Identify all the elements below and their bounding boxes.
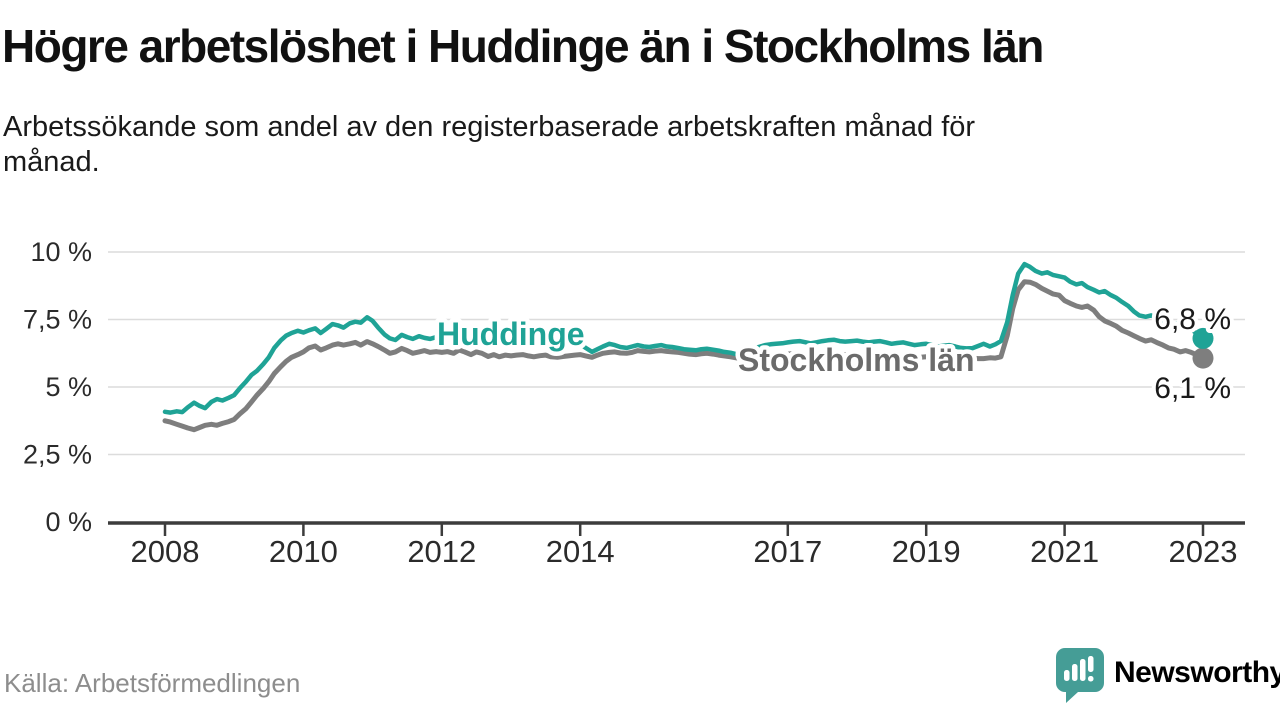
x-axis-label: 2023 bbox=[1169, 534, 1238, 569]
value-label-huddinge: 6,8 % bbox=[1154, 303, 1231, 336]
x-axis-label: 2021 bbox=[1030, 534, 1099, 569]
chart-subtitle-line1: Arbetssökande som andel av den registerb… bbox=[3, 111, 976, 143]
y-axis-label: 2,5 % bbox=[23, 440, 92, 470]
x-axis-label: 2012 bbox=[407, 534, 476, 569]
series-and-value-labels: Huddinge Stockholms län 6,8 % 6,1 % bbox=[433, 299, 1236, 409]
series-line-stockholms-lan bbox=[162, 279, 1206, 433]
y-axis-label: 5 % bbox=[45, 372, 92, 402]
y-axis-label: 7,5 % bbox=[23, 305, 92, 335]
x-axis-label: 2014 bbox=[546, 534, 615, 569]
newsworthy-logo: Newsworthy bbox=[1056, 648, 1280, 706]
series-end-dot-huddinge bbox=[1192, 327, 1214, 349]
y-axis-label: 10 % bbox=[30, 237, 92, 267]
value-label-stockholms-lan: 6,1 % bbox=[1154, 372, 1231, 405]
x-axis-label: 2017 bbox=[753, 534, 822, 569]
axis-labels: 0 % 2,5 % 5 % 7,5 % 10 % 2008 2010 2012 2014 2017… bbox=[23, 237, 1238, 569]
series-label-huddinge: Huddinge bbox=[437, 316, 585, 352]
x-axis-label: 2008 bbox=[131, 534, 200, 569]
newsworthy-logo-text: Newsworthy bbox=[1114, 656, 1280, 689]
series-line-huddinge bbox=[162, 261, 1206, 415]
x-axis-label: 2019 bbox=[892, 534, 961, 569]
exclamation-dot bbox=[1088, 676, 1094, 682]
chart-title: Högre arbetslöshet i Huddinge än i Stock… bbox=[2, 20, 1044, 72]
gridlines bbox=[108, 251, 1245, 456]
x-axis-label: 2010 bbox=[269, 534, 338, 569]
chart-subtitle-line2: månad. bbox=[3, 146, 100, 179]
series-end-dot-stockholms-lan bbox=[1192, 347, 1214, 369]
chart-subtitle: Arbetssökande som andel av den registerb… bbox=[3, 110, 1233, 181]
newsworthy-logo-icon bbox=[1056, 648, 1104, 703]
series-lines bbox=[162, 261, 1214, 433]
series-label-stockholms-lan: Stockholms län bbox=[738, 342, 975, 378]
exclamation-bar bbox=[1088, 656, 1094, 672]
bar-chart-glyph bbox=[1064, 656, 1094, 682]
y-axis-label: 0 % bbox=[45, 507, 92, 537]
axis bbox=[108, 521, 1245, 536]
source-note: Källa: Arbetsförmedlingen bbox=[4, 668, 301, 698]
